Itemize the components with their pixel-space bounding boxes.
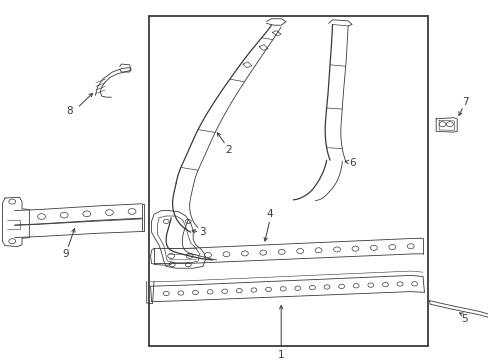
Text: 6: 6 bbox=[349, 158, 356, 168]
Text: 2: 2 bbox=[225, 145, 232, 156]
Text: 3: 3 bbox=[199, 227, 206, 237]
Text: 1: 1 bbox=[277, 350, 284, 360]
Text: 8: 8 bbox=[66, 106, 73, 116]
Bar bbox=[149, 16, 427, 346]
Text: 4: 4 bbox=[266, 209, 273, 219]
Text: 9: 9 bbox=[62, 249, 69, 259]
Text: 5: 5 bbox=[460, 314, 467, 324]
Text: 7: 7 bbox=[461, 96, 468, 107]
